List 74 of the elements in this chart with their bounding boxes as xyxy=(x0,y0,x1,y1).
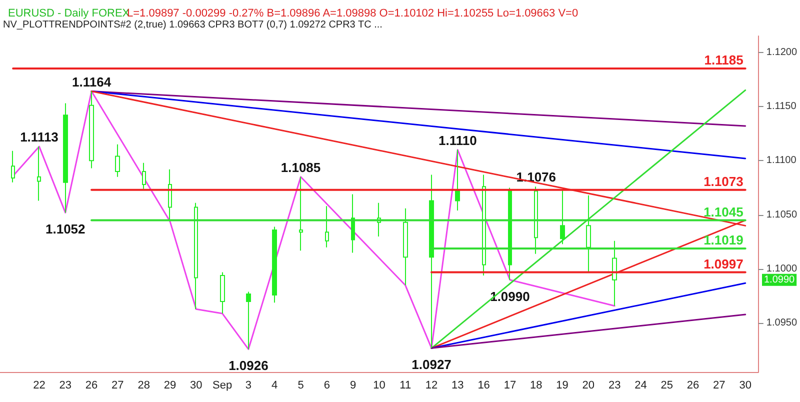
x-tick-label: 3 xyxy=(245,380,252,392)
x-tick-label: 25 xyxy=(660,380,674,392)
x-tick-label: 29 xyxy=(164,380,176,392)
x-tick-label: 26 xyxy=(686,380,700,392)
x-tick-label: 26 xyxy=(85,380,98,392)
candlestick xyxy=(299,176,303,252)
y-tick-label: 1.1150 xyxy=(766,100,797,112)
annotation: 1.1113 xyxy=(20,130,58,145)
chart-subtitle: L=1.09897 -0.00299 -0.27% B=1.09896 A=1.09898 O=1.10102 Hi=1.10255 Lo=1.09663 V=0 xyxy=(127,8,578,20)
candlestick xyxy=(115,144,120,178)
y-tick-label: 1.1100 xyxy=(766,155,797,166)
x-tick-label: 6 xyxy=(324,380,330,392)
candlestick xyxy=(89,90,94,169)
annotation: 1.0927 xyxy=(412,357,452,372)
x-tick-label: 27 xyxy=(713,380,726,392)
x-tick-label: 23 xyxy=(59,380,72,392)
candlestick xyxy=(11,150,15,183)
candlestick xyxy=(63,102,68,214)
y-tick-label: 1.1000 xyxy=(766,264,798,275)
annotation: 1.1052 xyxy=(46,222,86,237)
text: NV_PLOTTRENDPOINTS#2 (2,true) 1.09663 CPR3 BOT7 (0,7) 1.09272 CPR3 TC ... xyxy=(3,20,382,30)
candlestick xyxy=(272,226,277,304)
candlestick xyxy=(534,186,538,254)
x-tick-label: 22 xyxy=(33,380,46,392)
x-tick-label: 17 xyxy=(504,380,516,392)
line-series xyxy=(12,90,616,350)
x-tick-label: 27 xyxy=(112,380,124,392)
candlestick xyxy=(325,206,329,248)
x-tick-label: 11 xyxy=(400,380,412,392)
x-tick-label: 23 xyxy=(608,380,621,392)
x-tick-label: 5 xyxy=(298,380,304,392)
x-tick-label: 9 xyxy=(350,380,356,392)
annotation: 1.0926 xyxy=(228,358,268,374)
series-label: 1.1019 xyxy=(704,232,744,248)
candlestick xyxy=(586,194,591,273)
series-label: 1.0997 xyxy=(704,256,744,272)
series-label: 1.1073 xyxy=(704,174,744,189)
series-label: 1.1045 xyxy=(704,204,744,220)
text: 1.0990 xyxy=(764,274,796,286)
candlestick xyxy=(482,174,486,276)
x-tick-label: 19 xyxy=(556,380,568,392)
annotation: 1.1164 xyxy=(72,74,112,90)
candlestick xyxy=(168,168,172,222)
candlestick xyxy=(246,291,251,350)
candlestick xyxy=(220,272,225,314)
y-tick-label: 1.0950 xyxy=(766,318,798,329)
y-tick-label: 1.1200 xyxy=(766,46,798,58)
x-tick-label: 4 xyxy=(272,380,278,392)
annotation: 1.1076 xyxy=(516,170,556,185)
candlestick xyxy=(351,194,355,254)
x-tick-label: 16 xyxy=(478,380,490,392)
annotation: 1.1110 xyxy=(438,132,477,148)
x-tick-label: 13 xyxy=(452,380,464,392)
candlestick xyxy=(560,189,565,245)
candlestick xyxy=(455,149,460,212)
candlestick xyxy=(429,174,434,349)
x-tick-label: 30 xyxy=(739,380,752,392)
candlestick xyxy=(508,187,512,280)
candlestick xyxy=(142,162,146,190)
candlestick xyxy=(612,240,617,306)
x-tick-label: 12 xyxy=(425,380,438,392)
x-tick-label: 10 xyxy=(373,380,386,392)
series-label: 1.1185 xyxy=(704,52,744,68)
x-tick-label: Sep xyxy=(212,380,232,392)
y-tick-label: 1.1050 xyxy=(766,209,798,220)
x-tick-label: 28 xyxy=(138,380,150,392)
candlestick xyxy=(403,208,408,286)
x-tick-label: 24 xyxy=(634,380,647,392)
x-tick-label: 20 xyxy=(582,380,595,392)
x-tick-label: 30 xyxy=(190,380,202,392)
candlestick xyxy=(37,146,41,202)
x-tick-label: 18 xyxy=(530,380,542,392)
annotation: 1.1085 xyxy=(280,160,321,175)
candlestick xyxy=(194,202,198,310)
